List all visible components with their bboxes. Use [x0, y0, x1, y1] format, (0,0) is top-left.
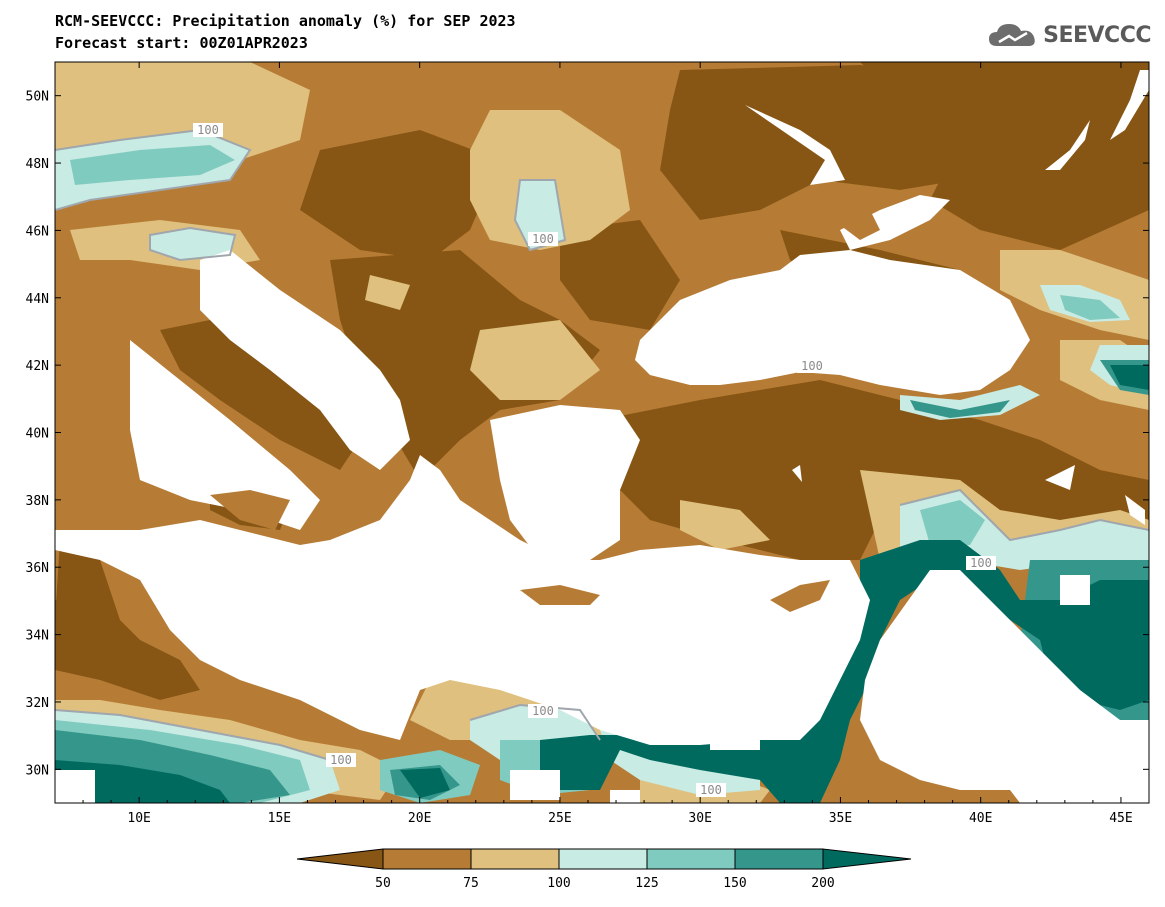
no-data-east	[860, 570, 1149, 803]
black-sea	[635, 250, 1030, 395]
lat-tick-label: 34N	[26, 629, 49, 644]
colorbar-legend: 50 75 100 125 150 200	[296, 848, 912, 891]
latitude-axis: 50N 48N 46N 44N 42N 40N 38N 36N 34N 32N 30N	[26, 90, 1149, 778]
lat-tick-label: 42N	[26, 359, 49, 374]
lat-tick-label: 30N	[26, 763, 49, 778]
lon-tick-label: 15E	[268, 811, 291, 826]
lon-tick-label: 40E	[969, 811, 992, 826]
contour-label-bg	[797, 359, 827, 373]
longitude-axis: 10E 15E 20E 25E 30E 35E 40E 45E	[82, 62, 1150, 826]
lat-tick-label: 48N	[26, 157, 49, 172]
contour-label: 100	[801, 359, 823, 373]
contour-label: 100	[970, 556, 992, 570]
map-title: RCM-SEEVCCC: Precipitation anomaly (%) f…	[55, 12, 516, 30]
legend-tick-label: 75	[463, 876, 479, 891]
legend-segment	[470, 848, 560, 870]
lon-tick-label: 30E	[688, 811, 711, 826]
contour-label-bg	[966, 556, 996, 570]
lon-tick-label: 25E	[548, 811, 571, 826]
contour-label: 100	[532, 704, 554, 718]
masked-areas	[55, 70, 1149, 803]
contour-labels: 100 100 100 100 100 100 100	[193, 123, 996, 797]
cyprus	[770, 580, 830, 612]
legend-segment	[558, 848, 648, 870]
lat-tick-label: 50N	[26, 90, 49, 105]
legend-segment	[382, 848, 472, 870]
crimea	[840, 210, 880, 240]
mediterranean-sea	[55, 455, 870, 745]
lat-tick-label: 46N	[26, 224, 49, 239]
legend-tick-label: 50	[375, 876, 391, 891]
crete	[520, 585, 600, 605]
lat-tick-label: 38N	[26, 494, 49, 509]
legend-segment	[646, 848, 736, 870]
contour-label-bg	[193, 123, 223, 137]
lon-tick-label: 35E	[829, 811, 852, 826]
lon-tick-label: 10E	[127, 811, 150, 826]
sardinia	[88, 395, 130, 465]
map-field	[55, 62, 1149, 803]
lat-tick-label: 40N	[26, 427, 49, 442]
legend-segment	[734, 848, 824, 870]
corsica	[100, 335, 125, 385]
seevccc-logo: SEEVCCC	[987, 20, 1151, 50]
contour-label: 100	[700, 783, 722, 797]
extreme-wet-regions	[55, 365, 1149, 803]
tyrrhenian-sea	[130, 340, 320, 530]
contour-label: 100	[330, 753, 352, 767]
contour-label-bg	[528, 704, 558, 718]
legend-tick-label: 100	[547, 876, 570, 891]
lat-tick-label: 36N	[26, 561, 49, 576]
lon-tick-label: 45E	[1109, 811, 1132, 826]
legend-tick-label: 150	[723, 876, 746, 891]
aegean-sea	[490, 405, 640, 560]
contour-label-bg	[326, 753, 356, 767]
sicily	[210, 490, 290, 530]
legend-tick-label: 125	[635, 876, 658, 891]
contour-label-bg	[528, 232, 558, 246]
legend-below-50	[296, 848, 384, 870]
lat-tick-label: 32N	[26, 696, 49, 711]
lat-tick-label: 44N	[26, 292, 49, 307]
cloud-icon	[989, 24, 1035, 46]
lon-tick-label: 20E	[408, 811, 431, 826]
adriatic-sea	[200, 250, 410, 470]
contour-label: 100	[532, 232, 554, 246]
forecast-start: Forecast start: 00Z01APR2023	[55, 34, 308, 52]
contour-label: 100	[197, 123, 219, 137]
logo-text: SEEVCCC	[1043, 22, 1151, 48]
legend-tick-label: 200	[811, 876, 834, 891]
legend-above-200	[822, 848, 912, 870]
islands	[88, 210, 880, 612]
contour-label-bg	[696, 783, 726, 797]
